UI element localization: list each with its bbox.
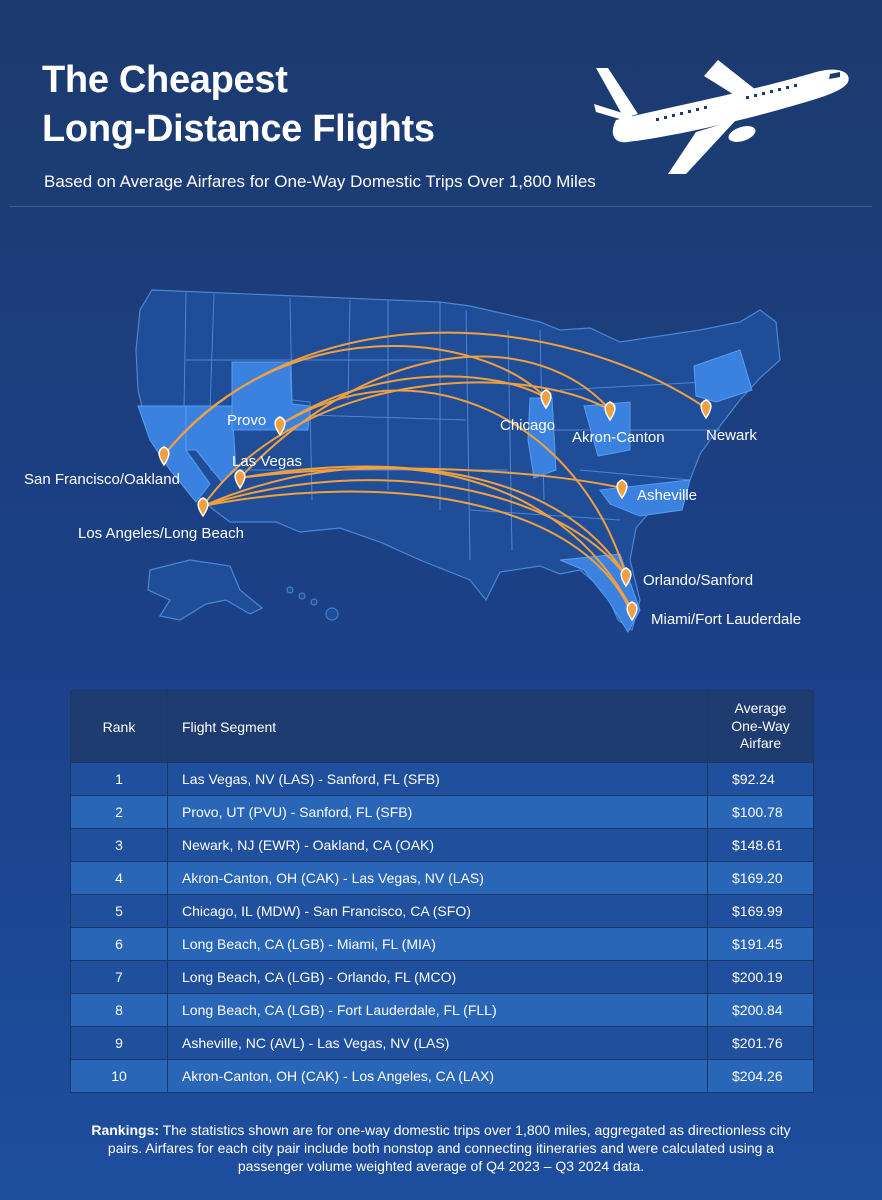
rank-cell: 6 [70,927,168,961]
rank-cell: 1 [70,762,168,796]
header-rank: Rank [70,690,168,763]
map-svg: San Francisco/Oakland Los Angeles/Long B… [24,289,801,633]
fare-cell: $200.84 [707,993,814,1027]
footnote: Rankings: The statistics shown are for o… [80,1121,802,1176]
city-label-asheville: Asheville [637,487,697,504]
city-label-provo: Provo [227,412,266,429]
fare-cell: $92.24 [707,762,814,796]
city-label-sf: San Francisco/Oakland [24,471,180,488]
city-label-chicago: Chicago [500,417,555,434]
fare-cell: $169.20 [707,861,814,895]
table-row: 2 Provo, UT (PVU) - Sanford, FL (SFB) $1… [70,795,814,829]
table-row: 4 Akron-Canton, OH (CAK) - Las Vegas, NV… [70,861,814,895]
fare-cell: $191.45 [707,927,814,961]
header-segment: Flight Segment [167,690,708,763]
rank-cell: 8 [70,993,168,1027]
pin-icon [234,469,246,490]
segment-cell: Provo, UT (PVU) - Sanford, FL (SFB) [167,795,708,829]
segment-cell: Las Vegas, NV (LAS) - Sanford, FL (SFB) [167,762,708,796]
table-row: 8 Long Beach, CA (LGB) - Fort Lauderdale… [70,993,814,1027]
table-row: 9 Asheville, NC (AVL) - Las Vegas, NV (L… [70,1026,814,1060]
pin-icon [700,399,712,420]
title-line-2: Long-Distance Flights [42,108,435,151]
city-label-las-vegas: Las Vegas [232,453,302,470]
table-row: 6 Long Beach, CA (LGB) - Miami, FL (MIA)… [70,927,814,961]
city-pins [158,389,712,622]
rank-cell: 9 [70,1026,168,1060]
hawaii-islands [286,586,339,621]
title-line-1: The Cheapest [42,59,288,101]
pin-icon [620,567,632,588]
us-route-map: San Francisco/Oakland Los Angeles/Long B… [0,270,882,650]
city-label-orlando: Orlando/Sanford [643,572,753,589]
segment-cell: Newark, NJ (EWR) - Oakland, CA (OAK) [167,828,708,862]
pin-icon [540,389,552,410]
pin-icon [626,601,638,622]
header-fare-line-2: One-Way [731,717,790,734]
page-title: The Cheapest Long-Distance Flights [42,56,435,155]
city-label-la: Los Angeles/Long Beach [78,525,244,542]
flight-routes [163,331,707,611]
segment-cell: Asheville, NC (AVL) - Las Vegas, NV (LAS… [167,1026,708,1060]
rank-cell: 7 [70,960,168,994]
segment-cell: Long Beach, CA (LGB) - Miami, FL (MIA) [167,927,708,961]
table-header: Rank Flight Segment Average One-Way Airf… [70,690,814,763]
footnote-text: The statistics shown are for one-way dom… [107,1122,791,1175]
segment-cell: Long Beach, CA (LGB) - Fort Lauderdale, … [167,993,708,1027]
pin-icon [604,401,616,422]
fare-cell: $200.19 [707,960,814,994]
segment-cell: Chicago, IL (MDW) - San Francisco, CA (S… [167,894,708,928]
table-row: 1 Las Vegas, NV (LAS) - Sanford, FL (SFB… [70,762,814,796]
header-fare-line-1: Average [734,700,787,717]
rank-cell: 4 [70,861,168,895]
fare-cell: $201.76 [707,1026,814,1060]
fare-cell: $169.99 [707,894,814,928]
city-label-newark: Newark [706,427,757,444]
highlighted-states [137,349,753,633]
fare-cell: $148.61 [707,828,814,862]
header: The Cheapest Long-Distance Flights Based… [0,0,882,208]
subtitle: Based on Average Airfares for One-Way Do… [44,172,596,191]
rankings-table: Rank Flight Segment Average One-Way Airf… [70,690,814,1093]
header-fare: Average One-Way Airfare [707,690,814,763]
table-row: 10 Akron-Canton, OH (CAK) - Los Angeles,… [70,1059,814,1093]
city-label-akron: Akron-Canton [572,429,665,446]
city-label-miami: Miami/Fort Lauderdale [651,611,801,628]
segment-cell: Akron-Canton, OH (CAK) - Las Vegas, NV (… [167,861,708,895]
rank-cell: 10 [70,1059,168,1093]
airplane-icon [594,60,849,174]
footnote-label: Rankings: [91,1122,160,1138]
table-row: 3 Newark, NJ (EWR) - Oakland, CA (OAK) $… [70,828,814,862]
rank-cell: 2 [70,795,168,829]
fare-cell: $100.78 [707,795,814,829]
header-divider [10,206,872,207]
segment-cell: Akron-Canton, OH (CAK) - Los Angeles, CA… [167,1059,708,1093]
table-row: 7 Long Beach, CA (LGB) - Orlando, FL (MC… [70,960,814,994]
pin-icon [158,446,170,467]
pin-icon [616,479,628,500]
alaska-landmass [147,559,264,621]
table-header-row: Rank Flight Segment Average One-Way Airf… [70,690,814,763]
table-body: 1 Las Vegas, NV (LAS) - Sanford, FL (SFB… [70,762,814,1093]
table-row: 5 Chicago, IL (MDW) - San Francisco, CA … [70,894,814,928]
fare-cell: $204.26 [707,1059,814,1093]
rank-cell: 3 [70,828,168,862]
pin-icon [197,497,209,518]
pin-icon [274,416,286,437]
segment-cell: Long Beach, CA (LGB) - Orlando, FL (MCO) [167,960,708,994]
rank-cell: 5 [70,894,168,928]
header-fare-line-3: Airfare [739,735,782,752]
